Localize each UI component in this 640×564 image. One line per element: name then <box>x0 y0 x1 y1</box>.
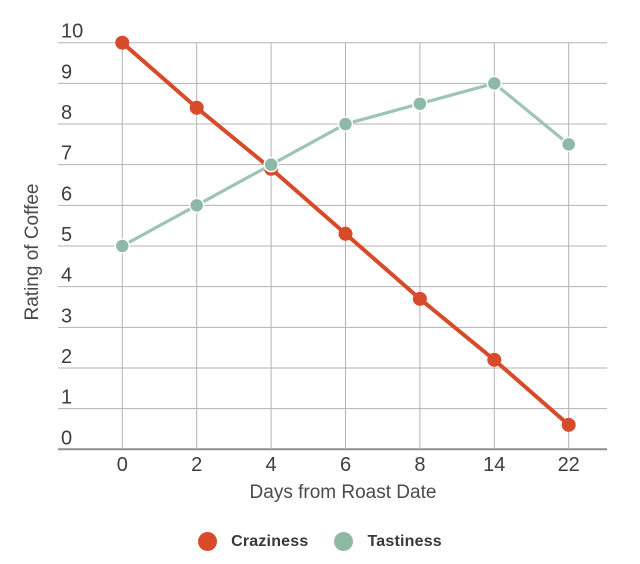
craziness-series-swatch-icon <box>198 532 218 551</box>
data-point-craziness[interactable] <box>487 352 502 367</box>
data-point-craziness[interactable] <box>561 417 576 432</box>
y-tick-label: 5 <box>61 224 72 246</box>
legend-item-tastiness[interactable]: Tastiness <box>334 532 442 551</box>
y-tick-label: 4 <box>61 265 72 287</box>
y-tick-label: 9 <box>61 61 72 83</box>
data-point-tastiness[interactable] <box>263 156 279 173</box>
y-tick-label: 7 <box>61 143 72 165</box>
y-tick-label: 6 <box>61 183 72 205</box>
data-point-tastiness[interactable] <box>412 95 428 112</box>
series-layer <box>114 35 577 432</box>
y-tick-label: 3 <box>61 305 72 327</box>
y-axis-title: Rating of Coffee <box>22 184 43 321</box>
x-axis-title: Days from Roast Date <box>250 482 437 503</box>
x-tick-label: 8 <box>414 454 425 476</box>
x-tick-label: 14 <box>483 454 505 476</box>
y-tick-label: 0 <box>61 427 72 449</box>
x-tick-label: 4 <box>266 454 277 476</box>
y-tick-label: 8 <box>61 102 72 124</box>
y-tick-label: 10 <box>61 21 83 43</box>
tick-labels: 0 1 2 3 4 5 6 7 8 9 10 0 2 4 6 8 14 22 <box>61 21 580 476</box>
data-point-craziness[interactable] <box>115 35 130 50</box>
data-point-craziness[interactable] <box>412 291 427 306</box>
x-tick-label: 6 <box>340 454 351 476</box>
data-point-craziness[interactable] <box>338 226 353 241</box>
tastiness-legend-label: Tastiness <box>367 532 442 550</box>
data-point-craziness[interactable] <box>189 100 204 115</box>
legend-item-craziness[interactable]: Craziness <box>198 532 308 551</box>
data-point-tastiness[interactable] <box>188 197 205 214</box>
gridlines <box>58 42 607 451</box>
x-tick-label: 22 <box>558 454 580 476</box>
data-point-tastiness[interactable] <box>337 116 354 132</box>
data-point-tastiness[interactable] <box>560 136 577 153</box>
line-chart-plot: 0 1 2 3 4 5 6 7 8 9 10 0 2 4 6 8 14 22 Days from Roast Da… <box>22 21 607 503</box>
data-point-tastiness[interactable] <box>486 75 503 92</box>
x-tick-label: 2 <box>191 454 202 476</box>
y-tick-label: 1 <box>61 387 72 409</box>
tastiness-series-swatch-icon <box>334 532 354 551</box>
craziness-legend-label: Craziness <box>231 532 309 550</box>
y-tick-label: 2 <box>61 346 72 368</box>
legend: Craziness Tastiness <box>0 532 640 551</box>
data-point-tastiness[interactable] <box>114 238 131 254</box>
x-tick-label: 0 <box>117 454 128 476</box>
